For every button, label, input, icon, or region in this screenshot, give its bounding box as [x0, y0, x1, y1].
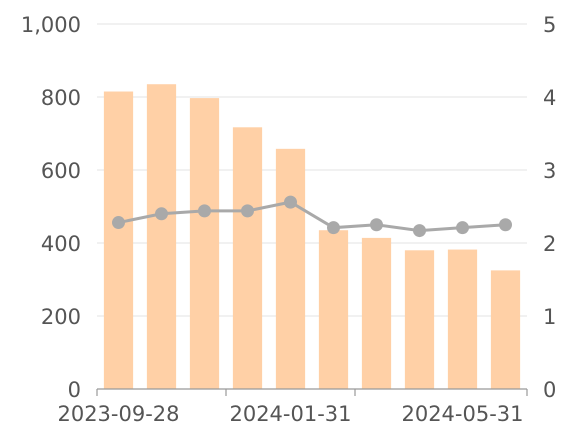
line-point — [327, 221, 340, 235]
y-left-tick-label: 0 — [68, 378, 81, 402]
bar — [447, 249, 478, 389]
axes — [96, 388, 528, 396]
line-point — [456, 221, 469, 235]
line-point — [198, 204, 211, 218]
y-right-tick-label: 1 — [543, 305, 556, 329]
bar — [318, 230, 349, 389]
line-point — [155, 207, 168, 221]
y-left-tick-label: 200 — [41, 305, 81, 329]
line-point — [284, 195, 297, 209]
x-tick-label: 2024-05-31 — [401, 402, 523, 426]
line-point — [370, 218, 383, 232]
bar — [275, 148, 306, 389]
bar-series — [103, 84, 521, 390]
y-left-tick-label: 1,000 — [21, 13, 81, 37]
y-right-tick-label: 0 — [543, 378, 556, 402]
line-series — [112, 195, 512, 238]
tick-labels: 0 0 200 1 400 2 600 3 800 4 1,000 5 2023-09-28 2024-0… — [21, 13, 557, 426]
y-left-tick-label: 800 — [41, 86, 81, 110]
line-point — [112, 216, 125, 230]
y-right-tick-label: 5 — [543, 13, 556, 37]
y-left-tick-label: 400 — [41, 232, 81, 256]
bar — [103, 91, 134, 390]
bar — [232, 127, 263, 390]
bar — [146, 84, 177, 389]
y-right-tick-label: 3 — [543, 159, 556, 183]
bar — [361, 237, 392, 389]
bar — [404, 250, 435, 389]
y-left-tick-label: 600 — [41, 159, 81, 183]
y-right-tick-label: 2 — [543, 232, 556, 256]
series-line — [118, 200, 506, 233]
bar — [189, 98, 220, 389]
x-tick-label: 2023-09-28 — [57, 402, 179, 426]
line-point — [241, 204, 254, 218]
line-point — [499, 218, 512, 232]
line-point — [413, 224, 426, 238]
bar — [490, 270, 521, 389]
x-tick-label: 2024-01-31 — [229, 402, 351, 426]
y-right-tick-label: 4 — [543, 86, 556, 110]
